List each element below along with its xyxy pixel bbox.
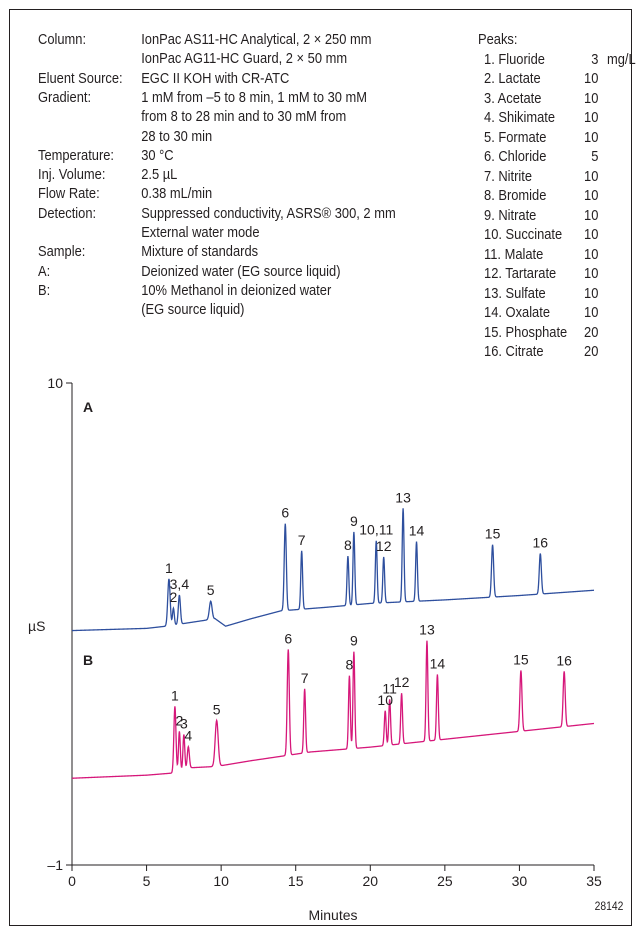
peak-label: 16: [533, 534, 549, 550]
peak-label: 3,4: [170, 576, 190, 592]
peak-label: 6: [281, 505, 289, 521]
peak-label: 1: [165, 560, 173, 576]
y-axis-label: µS: [28, 618, 45, 634]
x-tick-label: 15: [288, 873, 304, 889]
peak-label: 8: [346, 657, 354, 673]
peak-label: 13: [419, 622, 435, 638]
y-tick-label: 10: [47, 375, 63, 391]
peak-label: 7: [301, 670, 309, 686]
peak-label: 9: [350, 633, 358, 649]
peak-label: 14: [430, 655, 446, 671]
y-tick-label: –1: [47, 857, 63, 873]
x-tick-label: 0: [68, 873, 76, 889]
peak-label: 15: [485, 526, 501, 542]
x-tick-label: 30: [512, 873, 528, 889]
series-label: A: [83, 399, 93, 415]
peak-label: 8: [344, 537, 352, 553]
series-a: [72, 508, 594, 630]
peak-label: 12: [376, 538, 392, 554]
peak-label: 16: [556, 652, 572, 668]
peak-label: 13: [395, 489, 411, 505]
x-tick-label: 10: [213, 873, 229, 889]
x-axis-label: Minutes: [308, 907, 357, 923]
peak-label: 5: [213, 701, 221, 717]
x-tick-label: 35: [586, 873, 602, 889]
trace-line: [72, 508, 594, 630]
peak-label: 10,11: [359, 522, 393, 538]
chart-traces: [72, 508, 594, 778]
peak-label: 6: [284, 630, 292, 646]
x-tick-label: 20: [362, 873, 378, 889]
peak-label: 12: [394, 674, 410, 690]
peak-label: 1: [171, 687, 179, 703]
peak-label: 15: [513, 651, 529, 667]
peak-label: 9: [350, 513, 358, 529]
peak-label: 5: [207, 582, 215, 598]
peak-label: 14: [409, 523, 425, 539]
x-tick-label: 25: [437, 873, 453, 889]
x-tick-label: 5: [143, 873, 151, 889]
peak-label: 7: [298, 532, 306, 548]
series-label: B: [83, 652, 93, 668]
peak-label: 4: [184, 728, 192, 744]
